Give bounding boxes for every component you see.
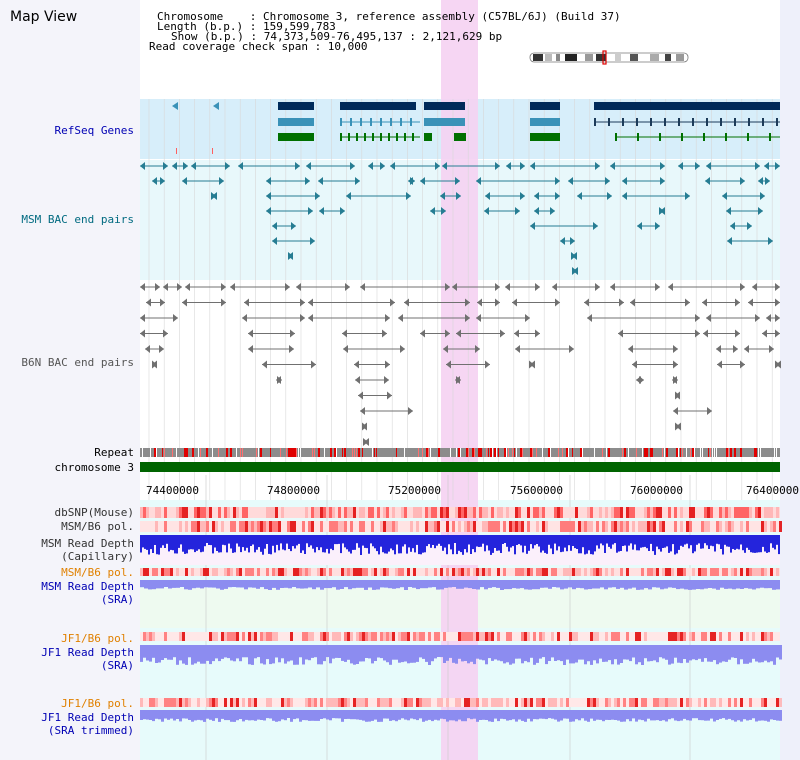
track-label-repeat: Repeat	[94, 446, 134, 459]
b6n-bac-pairs[interactable]	[140, 283, 781, 446]
track-label-b6n-bac[interactable]: B6N BAC end pairs	[21, 356, 134, 369]
info-chromosome: Chromosome : Chromosome 3, reference ass…	[157, 10, 621, 23]
polymorphism-heat-tracks	[140, 507, 782, 707]
info-show-range: Show (b.p.) : 74,373,509-76,495,137 : 2,…	[171, 30, 503, 43]
track-label-jf1-pol-1: JF1/B6 pol.	[61, 632, 134, 645]
track-label-msm-bac[interactable]: MSM BAC end pairs	[21, 213, 134, 226]
axis-tick-5: 76000000	[630, 484, 683, 497]
track-label-dbsnp: dbSNP(Mouse)	[54, 506, 134, 519]
track-label-jf1-depth-trim-1: JF1 Read Depth	[41, 711, 134, 724]
axis-tick-2: 74800000	[267, 484, 320, 497]
msm-bac-pairs[interactable]	[140, 162, 780, 275]
track-label-jf1-depth-sra-1: JF1 Read Depth	[41, 646, 134, 659]
info-length: Length (b.p.) : 159,599,783	[157, 20, 336, 33]
track-label-jf1-depth-trim-2: (SRA trimmed)	[47, 724, 134, 737]
track-label-msm-pol-2: MSM/B6 pol.	[61, 566, 134, 579]
track-label-jf1-pol-2: JF1/B6 pol.	[61, 697, 134, 710]
axis-tick-4: 75600000	[510, 484, 563, 497]
chromosome-bar	[140, 462, 780, 472]
repeat-track	[140, 448, 780, 457]
axis-tick-3: 75200000	[388, 484, 441, 497]
page-title: Map View	[10, 9, 78, 25]
axis-tick-1: 74400000	[146, 484, 199, 497]
track-label-msm-depth-sra-2: (SRA)	[100, 593, 134, 606]
info-coverage-span: Read coverage check span : 10,000	[149, 40, 368, 53]
refseq-gene-models[interactable]	[172, 102, 780, 154]
track-label-refseq[interactable]: RefSeq Genes	[54, 124, 134, 137]
axis-tick-6: 76400000	[746, 484, 799, 497]
chromosome-ideogram[interactable]	[529, 50, 689, 65]
track-label-msm-depth-cap-1: MSM Read Depth	[41, 537, 134, 550]
read-depth-tracks	[140, 535, 782, 722]
track-label-msm-depth-sra-1: MSM Read Depth	[41, 580, 134, 593]
track-label-chromosome: chromosome 3	[54, 461, 134, 474]
track-label-jf1-depth-sra-2: (SRA)	[100, 659, 134, 672]
track-label-msm-depth-cap-2: (Capillary)	[61, 550, 134, 563]
track-label-msm-pol-1: MSM/B6 pol.	[61, 520, 134, 533]
